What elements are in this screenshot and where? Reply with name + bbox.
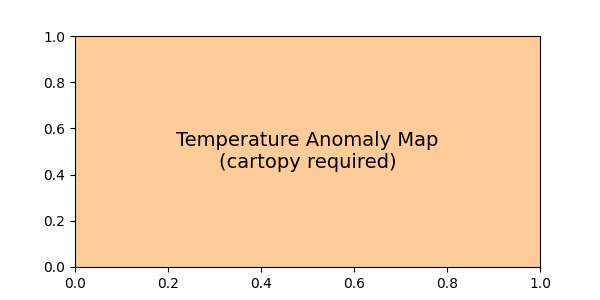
Text: Temperature Anomaly Map
(cartopy required): Temperature Anomaly Map (cartopy require… (176, 131, 439, 172)
